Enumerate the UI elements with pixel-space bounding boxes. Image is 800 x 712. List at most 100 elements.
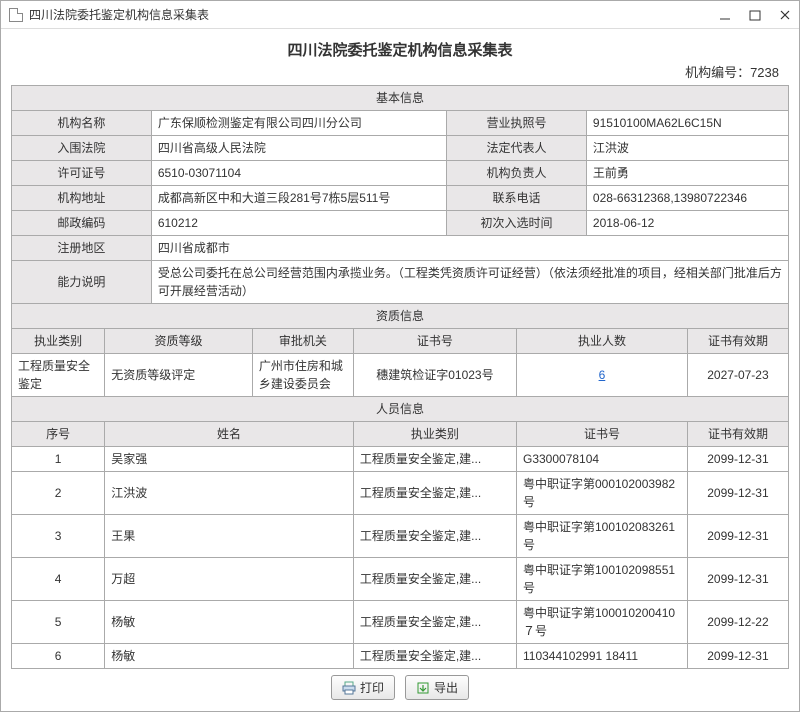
- person-certno: G3300078104: [516, 447, 687, 472]
- value-phone: 028-66312368,13980722346: [586, 186, 788, 211]
- value-court: 四川省高级人民法院: [151, 136, 446, 161]
- person-expiry: 2099-12-31: [687, 558, 788, 601]
- person-idx: 3: [12, 515, 105, 558]
- org-code-value: 7238: [750, 65, 779, 80]
- qual-h-type: 执业类别: [12, 329, 105, 354]
- qual-certno: 穗建筑检证字01023号: [353, 354, 516, 397]
- export-icon: [416, 681, 430, 695]
- person-idx: 5: [12, 601, 105, 644]
- qual-level: 无资质等级评定: [105, 354, 253, 397]
- org-code-label: 机构编号：: [685, 65, 750, 80]
- qual-approver: 广州市住房和城乡建设委员会: [252, 354, 353, 397]
- qual-h-level: 资质等级: [105, 329, 253, 354]
- print-button[interactable]: 打印: [331, 675, 395, 700]
- person-name: 吴家强: [105, 447, 354, 472]
- label-license-no: 营业执照号: [447, 111, 587, 136]
- value-legal-rep: 江洪波: [586, 136, 788, 161]
- person-row: 1吴家强工程质量安全鉴定,建...G33000781042099-12-31: [12, 447, 789, 472]
- person-certno: 110344102991 18411: [516, 644, 687, 669]
- section-basic-header: 基本信息: [12, 86, 789, 111]
- person-expiry: 2099-12-31: [687, 447, 788, 472]
- person-idx: 2: [12, 472, 105, 515]
- person-certno: 粤中职证字第100102083261号: [516, 515, 687, 558]
- value-address: 成都高新区中和大道三段281号7栋5层511号: [151, 186, 446, 211]
- export-button[interactable]: 导出: [405, 675, 469, 700]
- main-table: 基本信息 机构名称 广东保顺检测鉴定有限公司四川分公司 营业执照号 915101…: [11, 85, 789, 669]
- value-capability: 受总公司委托在总公司经营范围内承揽业务。（工程类凭资质许可证经营）（依法须经批准…: [151, 261, 788, 304]
- person-type: 工程质量安全鉴定,建...: [353, 558, 516, 601]
- person-type: 工程质量安全鉴定,建...: [353, 515, 516, 558]
- value-org-name: 广东保顺检测鉴定有限公司四川分公司: [151, 111, 446, 136]
- titlebar: 四川法院委托鉴定机构信息采集表: [1, 1, 799, 29]
- qual-h-certno: 证书号: [353, 329, 516, 354]
- person-row: 6杨敏工程质量安全鉴定,建...110344102991 184112099-1…: [12, 644, 789, 669]
- label-court: 入围法院: [12, 136, 152, 161]
- person-expiry: 2099-12-31: [687, 515, 788, 558]
- label-reg-area: 注册地区: [12, 236, 152, 261]
- qual-count-link[interactable]: 6: [599, 368, 606, 382]
- person-row: 4万超工程质量安全鉴定,建...粤中职证字第100102098551号2099-…: [12, 558, 789, 601]
- label-org-name: 机构名称: [12, 111, 152, 136]
- document-icon: [9, 8, 23, 22]
- person-certno: 粤中职证字第000102003982号: [516, 472, 687, 515]
- person-row: 5杨敏工程质量安全鉴定,建...粤中职证字第100010200410７号2099…: [12, 601, 789, 644]
- person-name: 杨敏: [105, 644, 354, 669]
- content-area: 四川法院委托鉴定机构信息采集表 机构编号：7238 基本信息 机构名称 广东保顺…: [1, 29, 799, 711]
- minimize-button[interactable]: [719, 9, 731, 21]
- qual-count-cell: 6: [516, 354, 687, 397]
- person-type: 工程质量安全鉴定,建...: [353, 601, 516, 644]
- app-window: 四川法院委托鉴定机构信息采集表 四川法院委托鉴定机构信息采集表 机构编号：723…: [0, 0, 800, 712]
- person-row: 3王果工程质量安全鉴定,建...粤中职证字第100102083261号2099-…: [12, 515, 789, 558]
- person-h-expiry: 证书有效期: [687, 422, 788, 447]
- titlebar-left: 四川法院委托鉴定机构信息采集表: [9, 6, 209, 23]
- label-org-head: 机构负责人: [447, 161, 587, 186]
- person-name: 万超: [105, 558, 354, 601]
- value-org-head: 王前勇: [586, 161, 788, 186]
- person-certno: 粤中职证字第100010200410７号: [516, 601, 687, 644]
- org-code-line: 机构编号：7238: [11, 62, 789, 81]
- value-postal: 610212: [151, 211, 446, 236]
- page-title: 四川法院委托鉴定机构信息采集表: [11, 39, 789, 60]
- value-reg-area: 四川省成都市: [151, 236, 788, 261]
- person-expiry: 2099-12-31: [687, 644, 788, 669]
- qual-row: 工程质量安全鉴定 无资质等级评定 广州市住房和城乡建设委员会 穗建筑检证字010…: [12, 354, 789, 397]
- qual-type: 工程质量安全鉴定: [12, 354, 105, 397]
- person-certno: 粤中职证字第100102098551号: [516, 558, 687, 601]
- window-controls: [719, 9, 791, 21]
- person-h-certno: 证书号: [516, 422, 687, 447]
- person-idx: 4: [12, 558, 105, 601]
- label-capability: 能力说明: [12, 261, 152, 304]
- label-phone: 联系电话: [447, 186, 587, 211]
- label-legal-rep: 法定代表人: [447, 136, 587, 161]
- person-type: 工程质量安全鉴定,建...: [353, 472, 516, 515]
- person-h-idx: 序号: [12, 422, 105, 447]
- print-label: 打印: [360, 679, 384, 696]
- person-row: 2江洪波工程质量安全鉴定,建...粤中职证字第000102003982号2099…: [12, 472, 789, 515]
- section-person-header: 人员信息: [12, 397, 789, 422]
- label-permit-no: 许可证号: [12, 161, 152, 186]
- person-expiry: 2099-12-22: [687, 601, 788, 644]
- value-license-no: 91510100MA62L6C15N: [586, 111, 788, 136]
- person-type: 工程质量安全鉴定,建...: [353, 644, 516, 669]
- person-name: 王果: [105, 515, 354, 558]
- person-name: 江洪波: [105, 472, 354, 515]
- person-name: 杨敏: [105, 601, 354, 644]
- label-first-sel: 初次入选时间: [447, 211, 587, 236]
- footer-buttons: 打印 导出: [11, 669, 789, 706]
- qual-h-approver: 审批机关: [252, 329, 353, 354]
- window-title: 四川法院委托鉴定机构信息采集表: [29, 6, 209, 23]
- close-button[interactable]: [779, 9, 791, 21]
- label-address: 机构地址: [12, 186, 152, 211]
- qual-expiry: 2027-07-23: [687, 354, 788, 397]
- export-label: 导出: [434, 679, 458, 696]
- section-qual-header: 资质信息: [12, 304, 789, 329]
- person-idx: 6: [12, 644, 105, 669]
- label-postal: 邮政编码: [12, 211, 152, 236]
- person-type: 工程质量安全鉴定,建...: [353, 447, 516, 472]
- person-idx: 1: [12, 447, 105, 472]
- qual-h-expiry: 证书有效期: [687, 329, 788, 354]
- qual-h-count: 执业人数: [516, 329, 687, 354]
- person-expiry: 2099-12-31: [687, 472, 788, 515]
- maximize-button[interactable]: [749, 9, 761, 21]
- person-h-type: 执业类别: [353, 422, 516, 447]
